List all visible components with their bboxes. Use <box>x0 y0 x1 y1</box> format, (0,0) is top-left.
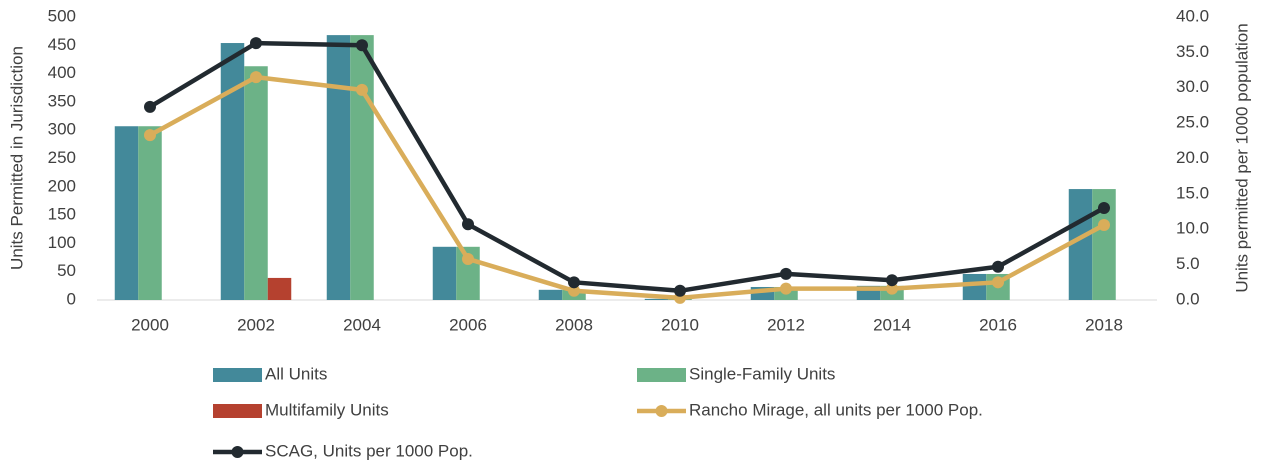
y2-tick-label: 35.0 <box>1176 42 1209 61</box>
line-marker <box>462 218 474 231</box>
line-marker <box>250 37 262 50</box>
y2-tick-label: 30.0 <box>1176 77 1209 96</box>
line-marker <box>1098 202 1110 215</box>
y2-axis-title: Units permitted per 1000 population <box>1232 23 1251 292</box>
line-marker <box>144 100 156 113</box>
y-tick-label: 400 <box>48 63 76 82</box>
legend-label: All Units <box>265 364 327 383</box>
line-marker <box>780 282 792 295</box>
line-marker <box>250 71 262 84</box>
line-marker <box>886 274 898 287</box>
y-tick-label: 50 <box>57 261 76 280</box>
y2-tick-label: 10.0 <box>1176 219 1209 238</box>
bar <box>1092 189 1116 300</box>
bar <box>220 43 245 300</box>
x-tick-label: 2010 <box>661 315 699 334</box>
x-tick-label: 2016 <box>979 315 1017 334</box>
line <box>148 74 1106 301</box>
x-tick-label: 2004 <box>343 315 381 334</box>
y-tick-label: 500 <box>48 6 76 25</box>
y-tick-label: 100 <box>48 233 76 252</box>
line-marker <box>462 252 474 265</box>
bar <box>962 273 987 300</box>
bar <box>244 66 268 300</box>
line-marker <box>780 267 792 280</box>
bar <box>538 289 563 300</box>
y2-tick-label: 20.0 <box>1176 148 1209 167</box>
line-marker <box>144 129 156 142</box>
y-tick-label: 0 <box>67 289 76 308</box>
bar <box>432 246 457 300</box>
legend-label: Single-Family Units <box>689 364 835 383</box>
line-marker <box>356 39 368 52</box>
line <box>148 40 1106 294</box>
x-tick-label: 2002 <box>237 315 275 334</box>
bar <box>267 277 292 300</box>
legend-swatch <box>213 404 262 418</box>
bar <box>644 298 669 300</box>
y-tick-label: 350 <box>48 91 76 110</box>
x-tick-label: 2012 <box>767 315 805 334</box>
x-tick-label: 2006 <box>449 315 487 334</box>
y2-tick-label: 15.0 <box>1176 183 1209 202</box>
legend-swatch <box>637 368 686 382</box>
y-axis-title: Units Permitted in Jurisdiction <box>7 46 26 270</box>
legend-label: Rancho Mirage, all units per 1000 Pop. <box>689 400 983 419</box>
x-tick-label: 2008 <box>555 315 593 334</box>
line-marker <box>1098 219 1110 232</box>
bar <box>326 35 351 300</box>
y-tick-label: 250 <box>48 148 76 167</box>
x-tick-label: 2000 <box>131 315 169 334</box>
bar <box>138 126 162 300</box>
y-tick-label: 450 <box>48 35 76 54</box>
legend-label: SCAG, Units per 1000 Pop. <box>265 441 473 460</box>
bar <box>350 35 374 300</box>
y2-tick-label: 40.0 <box>1176 6 1209 25</box>
legend-label: Multifamily Units <box>265 400 389 419</box>
y2-tick-label: 5.0 <box>1176 254 1200 273</box>
y2-tick-label: 25.0 <box>1176 113 1209 132</box>
y-tick-label: 200 <box>48 176 76 195</box>
legend-marker <box>655 405 668 417</box>
y-tick-label: 150 <box>48 205 76 224</box>
y-tick-label: 300 <box>48 120 76 139</box>
line-marker <box>674 284 686 297</box>
line-marker <box>992 260 1004 273</box>
line-marker <box>992 276 1004 289</box>
x-tick-label: 2018 <box>1085 315 1123 334</box>
x-tick-label: 2014 <box>873 315 911 334</box>
bar <box>114 126 139 300</box>
line-marker <box>568 284 580 297</box>
legend-swatch <box>213 368 262 382</box>
line-marker <box>568 276 580 289</box>
y2-tick-label: 0.0 <box>1176 289 1200 308</box>
legend-marker <box>231 446 244 458</box>
line-marker <box>886 282 898 295</box>
line-marker <box>356 83 368 96</box>
